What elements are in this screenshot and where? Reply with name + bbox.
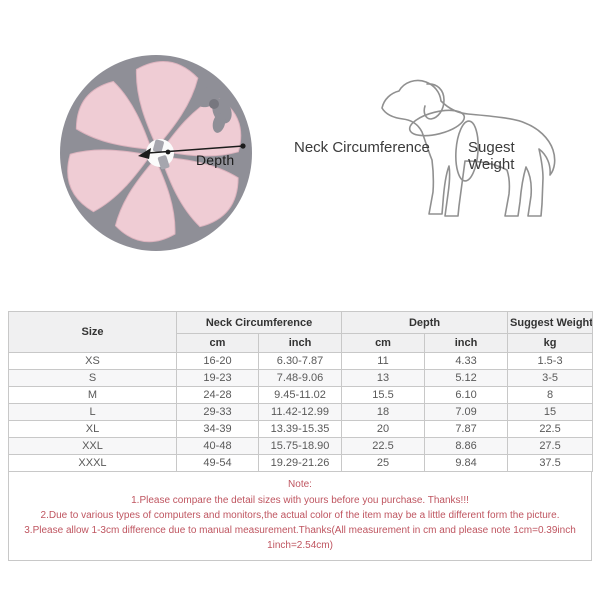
table-cell: 40-48: [176, 437, 259, 455]
note-line: 1.Please compare the detail sizes with y…: [131, 495, 469, 506]
table-cell: 4.33: [424, 352, 509, 370]
illustration-section: Depth Neck Circumference Sugest Weight: [60, 55, 556, 251]
table-cell: XL: [8, 420, 177, 438]
table-cell: 22.5: [507, 420, 594, 438]
table-unit-row: cm inch cm inch kg: [9, 333, 594, 353]
table-cell: 18: [341, 403, 426, 421]
table-cell: 7.09: [424, 403, 509, 421]
neck-ring-ellipse: [408, 109, 466, 137]
header-depth: Depth: [341, 311, 509, 334]
table-cell: 7.48-9.06: [257, 369, 343, 387]
table-header-row: Size Neck Circumference Depth Suggest We…: [8, 311, 594, 353]
table-cell: 8.86: [424, 437, 509, 455]
header-unit-kg: kg: [507, 333, 594, 353]
body-girth-ellipse: [455, 120, 479, 182]
table-cell: 9.84: [424, 454, 509, 472]
table-cell: 16-20: [176, 352, 259, 370]
bow-icon: [195, 86, 232, 133]
table-row: S 19-23 7.48-9.06 13 5.12 3-5: [8, 369, 594, 387]
header-size: Size: [8, 311, 177, 353]
header-unit-cm: cm: [341, 333, 426, 353]
header-unit-inch: inch: [257, 333, 343, 353]
table-cell: 29-33: [176, 403, 259, 421]
table-cell: 25: [341, 454, 426, 472]
table-row: XXL 40-48 15.75-18.90 22.5 8.86 27.5: [8, 437, 594, 455]
neck-circumference-label: Neck Circumference: [294, 139, 430, 156]
table-cell: 3-5: [507, 369, 594, 387]
table-cell: 13.39-15.35: [257, 420, 343, 438]
table-cell: 6.10: [424, 386, 509, 404]
size-chart-section: Size Neck Circumference Depth Suggest We…: [8, 311, 594, 561]
note-line: 2.Due to various types of computers and …: [40, 510, 560, 521]
table-cell: 15: [507, 403, 594, 421]
table-cell: 15.75-18.90: [257, 437, 343, 455]
table-row: XXXL 49-54 19.29-21.26 25 9.84 37.5: [8, 454, 594, 472]
cone-buckle: [157, 155, 170, 170]
table-cell: 20: [341, 420, 426, 438]
table-cell: 7.87: [424, 420, 509, 438]
table-cell: 19-23: [176, 369, 259, 387]
table-cell: 27.5: [507, 437, 594, 455]
table-cell: L: [8, 403, 177, 421]
table-cell: 15.5: [341, 386, 426, 404]
table-row: M 24-28 9.45-11.02 15.5 6.10 8: [8, 386, 594, 404]
table-row: L 29-33 11.42-12.99 18 7.09 15: [8, 403, 594, 421]
header-suggest-weight: Suggest Weight: [507, 311, 594, 334]
table-cell: 6.30-7.87: [257, 352, 343, 370]
header-neck-circumference: Neck Circumference: [175, 311, 343, 334]
dog-outline-image: [381, 79, 556, 217]
table-cell: XS: [8, 352, 177, 370]
header-unit-cm: cm: [176, 333, 259, 353]
table-cell: S: [8, 369, 177, 387]
pet-cone-image: [60, 55, 252, 251]
table-cell: XXL: [8, 437, 177, 455]
notes-section: Note: 1.Please compare the detail sizes …: [8, 472, 592, 561]
note-title: Note:: [288, 479, 312, 490]
table-cell: 9.45-11.02: [257, 386, 343, 404]
size-chart-table: Size Neck Circumference Depth Suggest We…: [8, 311, 594, 472]
table-cell: 11.42-12.99: [257, 403, 343, 421]
table-cell: XXXL: [8, 454, 177, 472]
cone-buckle: [153, 139, 164, 153]
table-cell: 22.5: [341, 437, 426, 455]
table-row: XL 34-39 13.39-15.35 20 7.87 22.5: [8, 420, 594, 438]
table-cell: 1.5-3: [507, 352, 594, 370]
table-cell: 5.12: [424, 369, 509, 387]
table-cell: 37.5: [507, 454, 594, 472]
table-row: XS 16-20 6.30-7.87 11 4.33 1.5-3: [8, 352, 594, 370]
depth-arrow: [138, 143, 246, 159]
table-cell: 8: [507, 386, 594, 404]
table-cell: 19.29-21.26: [257, 454, 343, 472]
table-cell: 11: [341, 352, 426, 370]
header-unit-inch: inch: [424, 333, 509, 353]
suggest-weight-label: Sugest Weight: [468, 139, 515, 173]
table-cell: 24-28: [176, 386, 259, 404]
table-cell: 13: [341, 369, 426, 387]
table-cell: 34-39: [176, 420, 259, 438]
table-cell: 49-54: [176, 454, 259, 472]
note-line: 3.Please allow 1-3cm difference due to m…: [24, 525, 576, 551]
table-cell: M: [8, 386, 177, 404]
depth-label: Depth: [196, 152, 235, 168]
